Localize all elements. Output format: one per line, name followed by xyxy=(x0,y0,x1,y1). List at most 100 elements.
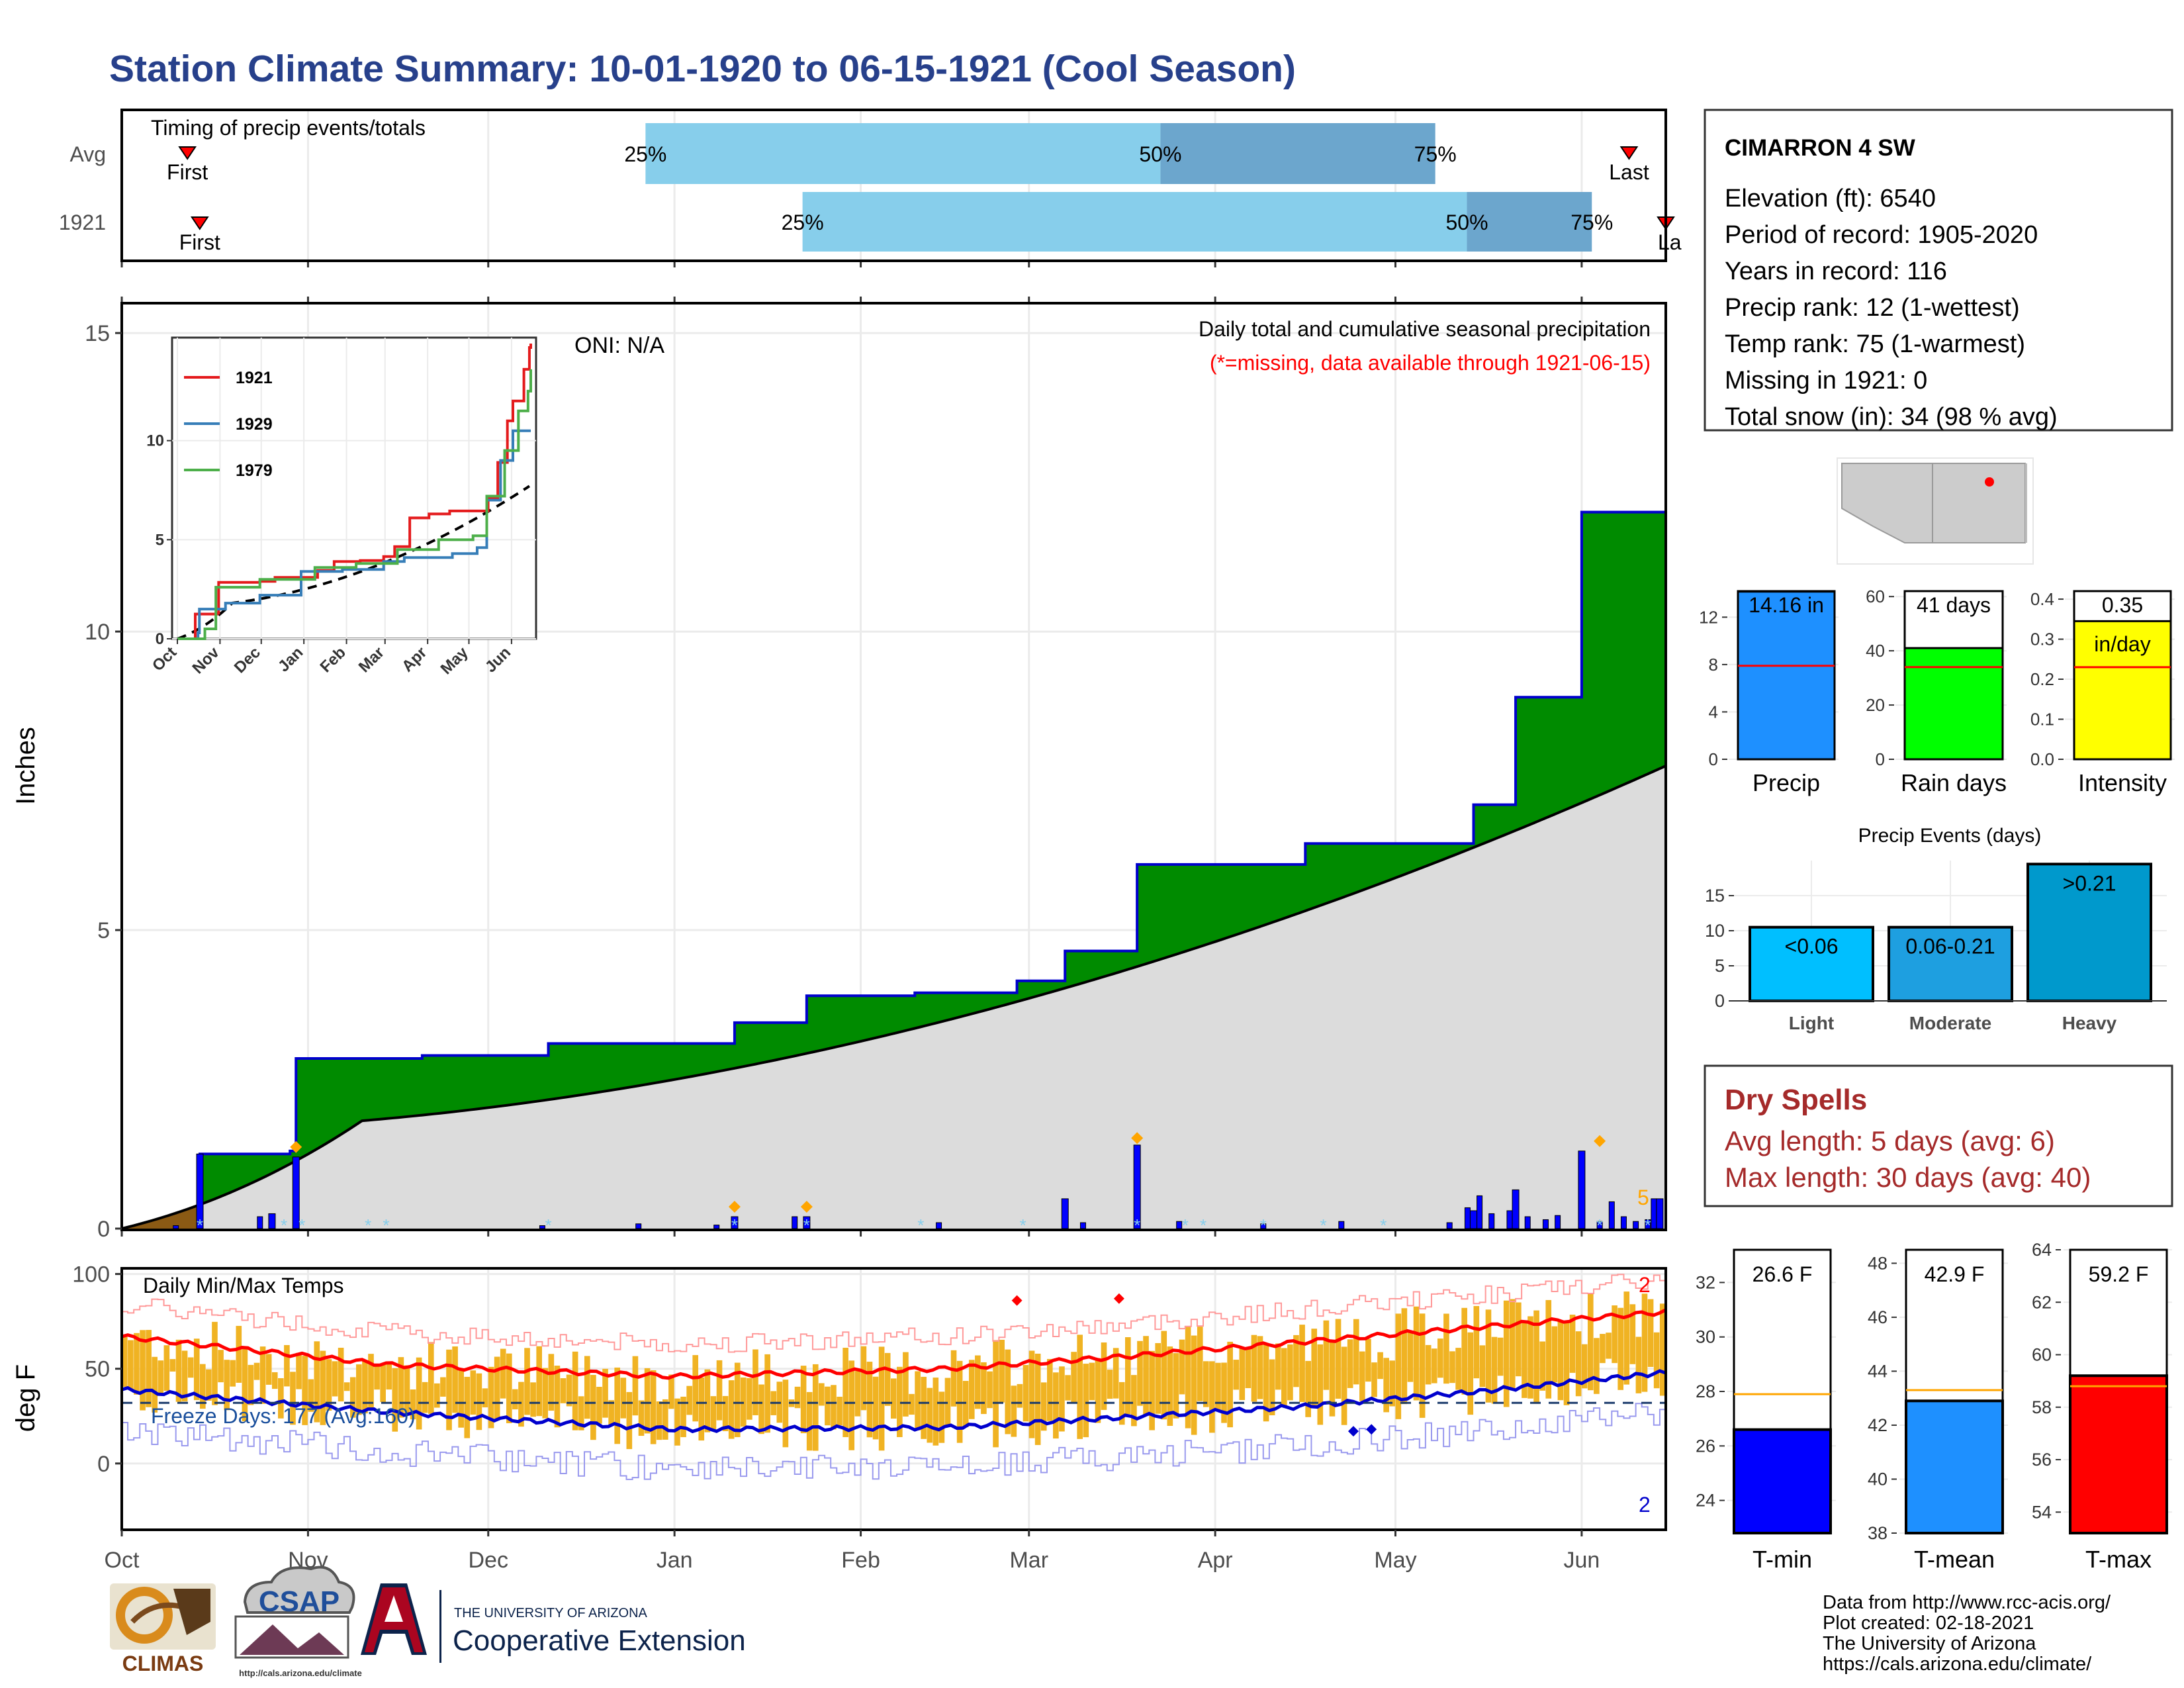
summary-bar-value xyxy=(1903,647,2004,761)
daily-temp-bar xyxy=(1239,1348,1246,1401)
precip-event-bar-label: >0.21 xyxy=(2063,871,2116,895)
avg-cumulative-area xyxy=(122,766,1666,1229)
daily-temp-bar xyxy=(1028,1350,1035,1438)
page-title: Station Climate Summary: 10-01-1920 to 0… xyxy=(109,48,1296,90)
daily-temp-bar xyxy=(1203,1361,1209,1407)
daily-precip-bar xyxy=(1524,1216,1531,1229)
daily-temp-bar xyxy=(993,1340,999,1448)
daily-temp-bar xyxy=(728,1380,735,1439)
snow-day-marker: * xyxy=(803,1215,810,1235)
daily-temp-bar xyxy=(1413,1306,1420,1401)
daily-temp-bar xyxy=(848,1360,855,1450)
daily-temp-bar xyxy=(212,1321,218,1405)
precip-event-bar-label: 0.06-0.21 xyxy=(1905,935,1995,959)
daily-temp-bar xyxy=(1269,1359,1275,1416)
climas-logo-text: CLIMAS xyxy=(122,1652,204,1675)
daily-temp-bar xyxy=(1497,1337,1504,1376)
daily-temp-bar xyxy=(230,1360,236,1387)
daily-temp-bar xyxy=(921,1376,927,1439)
month-axis: Oct Nov Dec Jan Feb Mar Apr May Jun xyxy=(105,1530,1600,1573)
daily-temp-bar xyxy=(915,1371,921,1430)
temp-summary-tick-label: 56 xyxy=(2032,1450,2052,1470)
daily-temp-bar xyxy=(392,1368,398,1432)
daily-temp-bar xyxy=(416,1357,422,1430)
daily-temp-bar xyxy=(1581,1344,1588,1389)
daily-temp-bar xyxy=(265,1354,272,1385)
daily-temp-bar xyxy=(1401,1308,1408,1405)
daily-temp-bar xyxy=(1071,1352,1077,1404)
dry-spells-max: Max length: 30 days (avg: 40) xyxy=(1725,1162,2091,1193)
month-label-feb: Feb xyxy=(841,1548,880,1573)
summary-bar-category-label: Intensity xyxy=(2078,769,2167,796)
daily-temp-bar xyxy=(1545,1299,1552,1399)
daily-temp-bar xyxy=(1347,1339,1353,1388)
dry-spells-box: Dry Spells Avg length: 5 days (avg: 6) M… xyxy=(1704,1064,2173,1207)
summary-bar-value xyxy=(1737,590,1836,761)
summary-bar-value xyxy=(2073,620,2172,761)
daily-temp-bar xyxy=(1293,1335,1299,1387)
summary-bar-value-label: 0.35 xyxy=(2102,593,2143,617)
daily-temp-bar xyxy=(572,1351,578,1430)
daily-temp-bar xyxy=(1161,1331,1167,1420)
daily-temp-bar xyxy=(1443,1313,1449,1384)
temp-summary-value-label: 26.6 F xyxy=(1752,1262,1813,1286)
daily-temp-bar xyxy=(536,1346,542,1417)
daily-temp-bar xyxy=(710,1396,717,1430)
summary-bar-category-label: Precip xyxy=(1752,769,1820,796)
csap-logo-url: http://cals.arizona.edu/climate xyxy=(239,1668,362,1678)
credit-url: https://cals.arizona.edu/climate/ xyxy=(1823,1654,2092,1675)
summary-bar-chart-intensity: 0.0 0.1 0.2 0.3 0.4 0.35 in/day Intensity xyxy=(2030,589,2175,796)
precip-y-tick-label: 0 xyxy=(97,1217,110,1242)
daily-temp-bar xyxy=(398,1357,404,1418)
university-of-arizona-logo: THE UNIVERSITY OF ARIZONA Cooperative Ex… xyxy=(361,1583,746,1663)
daily-temp-bar xyxy=(1569,1315,1576,1373)
daily-temp-bar xyxy=(854,1371,861,1417)
daily-temp-bar xyxy=(1299,1325,1305,1403)
daily-precip-bar xyxy=(268,1213,276,1229)
first-event-marker xyxy=(178,146,197,160)
daily-temp-bar xyxy=(314,1341,320,1423)
station-period: Period of record: 1905-2020 xyxy=(1725,221,2038,249)
daily-temp-bar xyxy=(1641,1293,1648,1392)
daily-precip-bar xyxy=(1506,1210,1513,1229)
daily-temp-bar xyxy=(794,1386,801,1409)
daily-temp-bar xyxy=(1563,1321,1570,1405)
timing-row-avg: Avg xyxy=(69,142,106,166)
daily-temp-bar xyxy=(1167,1346,1173,1427)
freeze-days-label: Freeze Days: 177 (Avg:160) xyxy=(151,1404,416,1428)
daily-temp-bar xyxy=(1600,1334,1606,1364)
daily-temp-bar xyxy=(374,1365,380,1390)
summary-tick-label: 0.1 xyxy=(2030,710,2054,729)
daily-temp-bar xyxy=(806,1391,813,1451)
daily-temp-bar xyxy=(356,1364,362,1415)
daily-temp-bar xyxy=(747,1378,752,1420)
timing-bar-25-50 xyxy=(802,192,1467,252)
inset-y-tick-label: 10 xyxy=(146,432,164,450)
daily-temp-bar xyxy=(458,1368,464,1428)
daily-temp-bar xyxy=(686,1385,692,1415)
daily-precip-bar xyxy=(713,1225,720,1229)
daily-temp-bar xyxy=(1551,1326,1558,1383)
summary-bar-value-label: 41 days xyxy=(1917,593,1991,617)
daily-precip-bar xyxy=(539,1225,545,1229)
timing-percent-label: 75% xyxy=(1570,211,1613,234)
daily-temp-bar xyxy=(1425,1344,1432,1385)
daily-temp-bar xyxy=(386,1362,392,1390)
daily-temp-bar xyxy=(950,1350,957,1407)
csap-logo-text: CSAP xyxy=(259,1585,340,1618)
summary-tick-label: 12 xyxy=(1699,607,1718,627)
daily-temp-bar xyxy=(1647,1299,1654,1367)
daily-temp-bar xyxy=(128,1340,134,1390)
daily-temp-bar xyxy=(1491,1336,1498,1404)
inset-legend-label: 1921 xyxy=(236,369,273,387)
snow-day-marker: * xyxy=(1320,1215,1327,1235)
month-label-jun: Jun xyxy=(1563,1548,1600,1573)
daily-temp-bar xyxy=(866,1362,873,1438)
timing-percent-label: 25% xyxy=(624,142,666,166)
daily-temp-bar xyxy=(1479,1345,1486,1387)
daily-temp-bar xyxy=(1040,1382,1047,1431)
daily-temp-bar xyxy=(999,1339,1005,1403)
precip-event-bar-label: <0.06 xyxy=(1785,935,1839,959)
temp-summary-value-label: 42.9 F xyxy=(1925,1262,1985,1286)
